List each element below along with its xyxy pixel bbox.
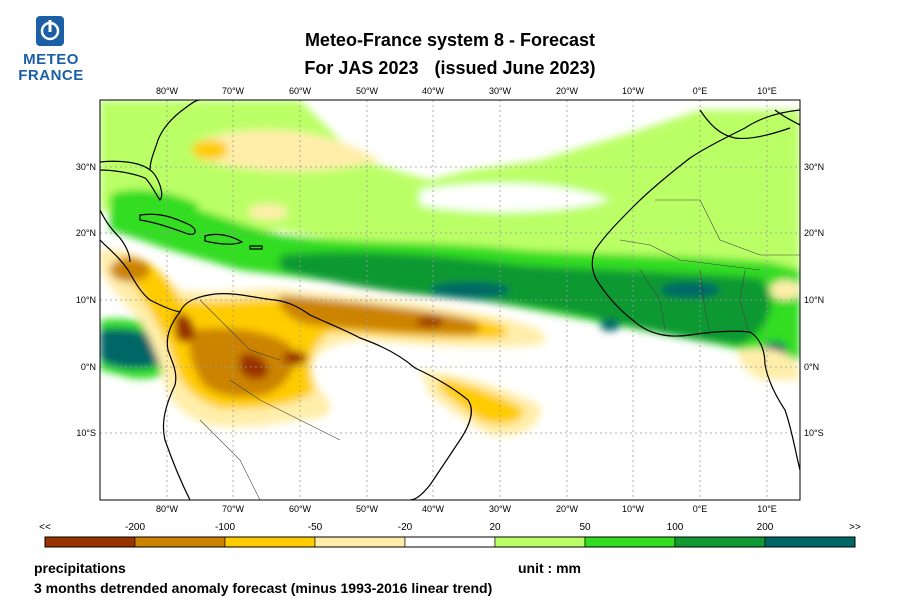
lat-label-right: 20°N [804,228,824,238]
legend-swatch [134,536,226,548]
legend-swatch [224,536,316,548]
meteo-france-logo-mark [36,16,64,46]
lat-label-left: 30°N [76,162,96,172]
legend-swatch [764,536,856,548]
meteo-france-logo: METEO FRANCE [16,16,86,86]
lon-label-top: 0°E [693,86,708,96]
lat-label-left: 20°N [76,228,96,238]
lon-label-bottom: 10°W [622,504,645,514]
lon-label-top: 10°E [757,86,777,96]
legend-swatches [44,536,856,548]
forecast-period: For JAS 2023 [304,58,419,78]
lon-label-top: 60°W [289,86,312,96]
legend-threshold: -50 [308,522,323,533]
legend-swatch [494,536,586,548]
legend-swatch [44,536,136,548]
logo-word-meteo: METEO [23,51,79,68]
lat-label-left: 0°N [81,362,96,372]
variable-label: precipitations [34,560,126,576]
legend-swatch [404,536,496,548]
lon-label-bottom: 20°W [556,504,579,514]
legend-frame [44,536,856,548]
legend-threshold: -100 [215,522,235,533]
lat-label-left: 10°S [76,428,96,438]
lon-label-top: 10°W [622,86,645,96]
lon-label-top: 30°W [489,86,512,96]
legend-swatch [674,536,766,548]
issue-date: (issued June 2023) [434,58,596,78]
legend-threshold: -20 [398,522,413,533]
lat-label-right: 10°N [804,295,824,305]
legend-threshold: -200 [125,522,145,533]
coastlines [100,100,800,500]
country-borders [199,199,800,500]
map-frame [99,99,801,501]
legend-swatch [584,536,676,548]
legend-labels: << -200 -100 -50 -20 20 50 100 200 >> [39,522,861,533]
chart-subtitle: For JAS 2023 (issued June 2023) [200,58,700,79]
lon-labels-bottom: 80°W 70°W 60°W 50°W 40°W 30°W 20°W 10°W … [156,504,777,514]
lon-label-top: 70°W [222,86,245,96]
legend-threshold: 20 [489,522,501,533]
lon-label-bottom: 30°W [489,504,512,514]
legend-high-end: >> [849,522,861,533]
lon-label-top: 40°W [422,86,445,96]
description-label: 3 months detrended anomaly forecast (min… [34,580,493,596]
chart-title: Meteo-France system 8 - Forecast [304,30,596,50]
lon-label-top: 50°W [356,86,379,96]
legend-threshold: 100 [667,522,684,533]
lon-label-top: 80°W [156,86,179,96]
legend-swatch [314,536,406,548]
lon-label-bottom: 60°W [289,504,312,514]
lon-label-bottom: 50°W [356,504,379,514]
lat-labels-right: 30°N 20°N 10°N 0°N 10°S [804,162,824,438]
lon-label-top: 20°W [556,86,579,96]
graticule [100,100,800,500]
lat-label-right: 0°N [804,362,819,372]
lon-labels-top: 80°W 70°W 60°W 50°W 40°W 30°W 20°W 10°W … [156,86,777,96]
legend-threshold: 50 [579,522,591,533]
lon-label-bottom: 40°W [422,504,445,514]
lon-label-bottom: 10°E [757,504,777,514]
lat-labels-left: 30°N 20°N 10°N 0°N 10°S [76,162,96,438]
lon-label-bottom: 70°W [222,504,245,514]
lat-label-right: 30°N [804,162,824,172]
lon-label-bottom: 80°W [156,504,179,514]
lat-label-left: 10°N [76,295,96,305]
unit-label: unit : mm [518,560,581,576]
lon-label-bottom: 0°E [693,504,708,514]
legend-low-end: << [39,522,51,533]
legend-threshold: 200 [757,522,774,533]
logo-word-france: FRANCE [18,67,84,84]
lat-label-right: 10°S [804,428,824,438]
